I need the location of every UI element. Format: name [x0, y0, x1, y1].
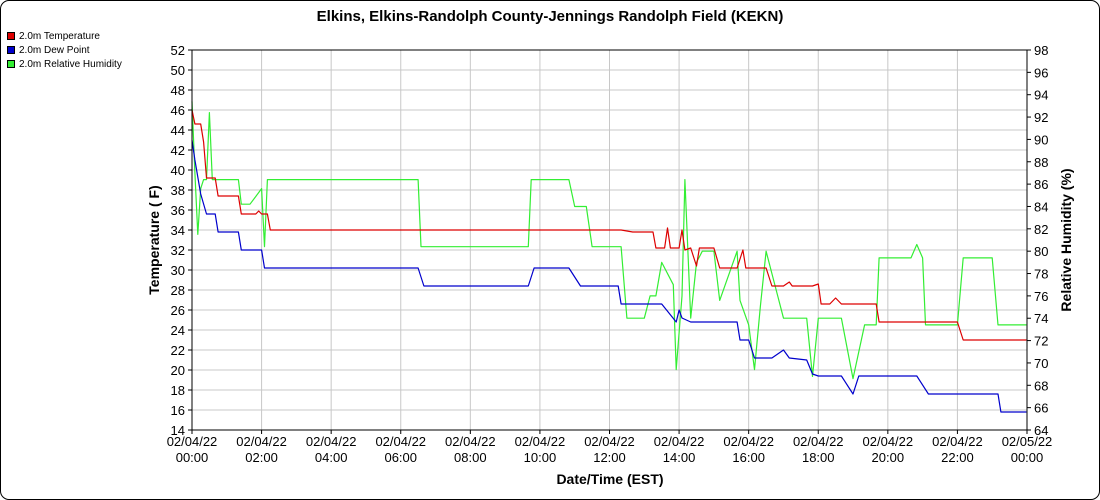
y-tick-label: 30	[171, 263, 185, 278]
y-tick-label: 32	[171, 243, 185, 258]
y2-tick-label: 66	[1034, 401, 1048, 416]
x-tick-date: 02/04/22	[932, 434, 983, 449]
legend-swatch	[7, 32, 15, 40]
x-tick-time: 00:00	[176, 450, 209, 465]
x-tick-date: 02/04/22	[306, 434, 357, 449]
x-tick-date: 02/04/22	[445, 434, 496, 449]
y2-tick-label: 88	[1034, 155, 1048, 170]
x-tick-date: 02/04/22	[654, 434, 705, 449]
y-tick-label: 38	[171, 183, 185, 198]
y2-tick-label: 64	[1034, 423, 1048, 438]
legend-item: 2.0m Relative Humidity	[7, 57, 122, 71]
chart-title: Elkins, Elkins-Randolph County-Jennings …	[317, 8, 784, 25]
y2-tick-label: 86	[1034, 177, 1048, 192]
y2-tick-label: 94	[1034, 88, 1048, 103]
y-tick-label: 16	[171, 403, 185, 418]
y-tick-label: 40	[171, 163, 185, 178]
y-tick-label: 22	[171, 343, 185, 358]
y2-tick-label: 78	[1034, 267, 1048, 282]
y2-tick-label: 98	[1034, 43, 1048, 58]
x-tick-time: 12:00	[593, 450, 626, 465]
legend-label: 2.0m Relative Humidity	[19, 58, 122, 70]
series-line-2-0m-relative-humidity	[191, 101, 1027, 380]
legend-swatch	[7, 60, 15, 68]
x-tick-time: 14:00	[663, 450, 696, 465]
x-tick-time: 08:00	[454, 450, 487, 465]
series-layer	[191, 101, 1027, 413]
axes	[188, 49, 1031, 434]
x-tick-date: 02/04/22	[236, 434, 287, 449]
x-tick-date: 02/04/22	[793, 434, 844, 449]
y-tick-label: 20	[171, 363, 185, 378]
x-tick-time: 06:00	[384, 450, 417, 465]
x-tick-time: 00:00	[1011, 450, 1044, 465]
y2-tick-label: 96	[1034, 65, 1048, 80]
y-axis-label: Temperature ( F)	[146, 185, 162, 294]
y2-axis-label: Relative Humidity (%)	[1058, 168, 1074, 311]
tick-labels: 14 16 18 20 22 24 26 28 30 32 34 36 38 40 42 44 46 48 50 52…	[167, 43, 1053, 465]
legend-swatch	[7, 46, 15, 54]
x-tick-time: 18:00	[802, 450, 835, 465]
x-tick-time: 10:00	[524, 450, 557, 465]
x-tick-date: 02/04/22	[584, 434, 635, 449]
y-tick-label: 36	[171, 203, 185, 218]
y-tick-label: 48	[171, 83, 185, 98]
y-tick-label: 28	[171, 283, 185, 298]
y-tick-label: 50	[171, 63, 185, 78]
x-tick-time: 20:00	[872, 450, 905, 465]
y2-tick-label: 84	[1034, 199, 1048, 214]
x-tick-time: 16:00	[732, 450, 765, 465]
y-tick-label: 18	[171, 383, 185, 398]
x-tick-date: 02/04/22	[375, 434, 426, 449]
y-tick-label: 44	[171, 123, 185, 138]
series-line-2-0m-temperature	[191, 109, 1027, 341]
y-tick-label: 52	[171, 43, 185, 58]
x-tick-date: 02/04/22	[167, 434, 218, 449]
y-tick-label: 24	[171, 323, 185, 338]
y2-tick-label: 80	[1034, 244, 1048, 259]
legend-item: 2.0m Dew Point	[7, 43, 122, 57]
y2-tick-label: 92	[1034, 110, 1048, 125]
legend-label: 2.0m Temperature	[19, 30, 100, 42]
y2-tick-label: 72	[1034, 334, 1048, 349]
x-tick-date: 02/05/22	[1002, 434, 1053, 449]
x-tick-time: 04:00	[315, 450, 348, 465]
y-tick-label: 14	[171, 423, 185, 438]
x-tick-date: 02/04/22	[515, 434, 566, 449]
legend-item: 2.0m Temperature	[7, 29, 122, 43]
x-tick-time: 02:00	[245, 450, 278, 465]
y2-tick-label: 82	[1034, 222, 1048, 237]
y2-tick-label: 68	[1034, 378, 1048, 393]
x-tick-time: 22:00	[941, 450, 974, 465]
x-axis-label: Date/Time (EST)	[556, 471, 663, 487]
grid-lines	[191, 49, 1028, 431]
y2-tick-label: 74	[1034, 311, 1048, 326]
y2-tick-label: 70	[1034, 356, 1048, 371]
y-tick-label: 34	[171, 223, 185, 238]
y-tick-label: 42	[171, 143, 185, 158]
legend: 2.0m Temperature 2.0m Dew Point 2.0m Relat…	[7, 29, 122, 71]
plot-area-border	[191, 49, 1028, 431]
legend-label: 2.0m Dew Point	[19, 44, 90, 56]
x-tick-date: 02/04/22	[723, 434, 774, 449]
series-line-2-0m-dew-point	[191, 139, 1027, 413]
y-tick-label: 46	[171, 103, 185, 118]
y-tick-label: 26	[171, 303, 185, 318]
x-tick-date: 02/04/22	[863, 434, 914, 449]
y2-tick-label: 76	[1034, 289, 1048, 304]
y2-tick-label: 90	[1034, 132, 1048, 147]
